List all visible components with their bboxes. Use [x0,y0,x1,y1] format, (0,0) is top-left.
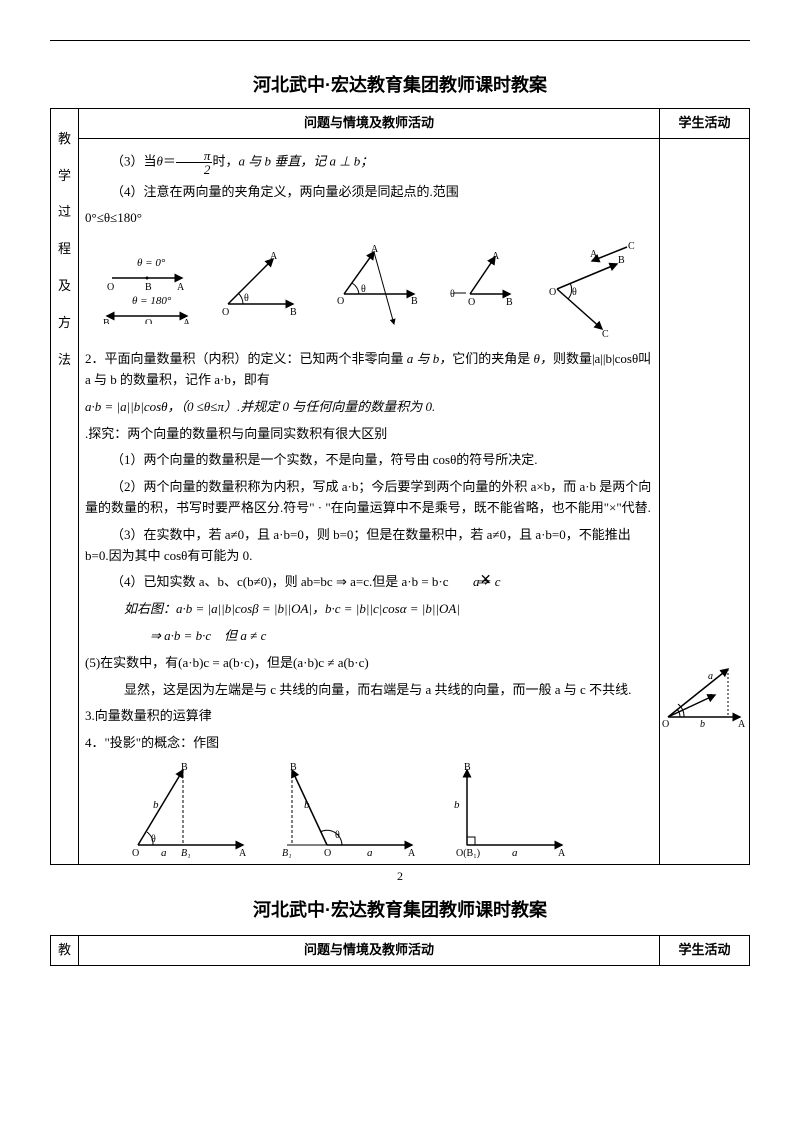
activity-content: （3）当θ＝π2时，a 与 b 垂直，记 a ⊥ b； （4）注意在两向量的夹角… [79,138,660,864]
diag-obtuse: θ O B A [319,244,429,334]
svg-text:θ = 180°: θ = 180° [132,295,172,307]
svg-text:θ: θ [335,830,340,841]
svg-text:c: c [708,691,713,702]
range-line: 0°≤θ≤180° [85,208,653,229]
svg-text:A: A [738,719,746,729]
svg-text:a: a [161,847,167,859]
svg-text:O: O [107,282,114,293]
proj-acute: θ O B B₁ A b a [123,760,253,860]
proj-obtuse: θ O B B₁ A b a [272,760,422,860]
horizontal-rule [50,40,750,41]
diag-acute: θ O B A [208,249,308,329]
col-student-header-2: 学生活动 [660,935,750,965]
sec4: 4．"投影"的概念：作图 [85,733,653,754]
svg-text:a: a [512,847,518,859]
svg-text:O: O [324,848,331,859]
svg-text:O: O [662,719,669,729]
svg-text:O: O [468,297,475,308]
svg-text:A: A [239,848,247,859]
projection-diagrams: θ O B B₁ A b a θ O B [85,760,653,860]
col-student-header: 学生活动 [660,108,750,138]
svg-text:B₁: B₁ [282,848,292,859]
para-3: （3）当θ＝π2时，a 与 b 垂直，记 a ⊥ b； [85,149,653,176]
svg-text:B: B [290,307,297,318]
col-activity-header: 问题与情境及教师活动 [79,108,660,138]
svg-text:θ: θ [151,834,156,845]
svg-text:O: O [145,318,152,324]
svg-text:B: B [411,296,418,307]
svg-text:b: b [454,799,460,811]
svg-text:B: B [290,762,297,773]
explore-4: （4）已知实数 a、b、c(b≠0)，则 ab=bc ⇒ a=c.但是 a·b … [85,572,653,593]
svg-text:A: A [492,251,500,262]
right-side-diagram: O A a c b [660,659,748,729]
col-activity-header-2: 问题与情境及教师活动 [79,935,660,965]
sec2: 2．平面向量数量积（内积）的定义：已知两个非零向量 a 与 b，它们的夹角是 θ… [85,349,653,391]
explore-3: （3）在实数中，若 a≠0，且 a·b=0，则 b=0；但是在数量积中，若 a≠… [85,525,653,567]
diag-theta-left: θ O B A [440,249,520,329]
svg-text:B₁: B₁ [181,848,191,859]
proj-right: O(B₁) B A b a [442,760,572,860]
svg-text:O: O [132,848,139,859]
svg-text:A: A [183,318,191,324]
svg-text:A: A [177,282,185,293]
svg-text:B: B [506,297,513,308]
explore-2: （2）两个向量的数量积称为内积，写成 a·b；今后要学到两个向量的外积 a×b，… [85,477,653,519]
student-activity-cell: O A a c b [660,138,750,864]
sec2-formula: a·b = |a||b|cosθ，（0 ≤θ≤π）.并规定 0 与任何向量的数量… [85,397,653,418]
doc-title: 河北武中·宏达教育集团教师课时教案 [50,71,750,100]
explore-5-exp: 显然，这是因为左端是与 c 共线的向量，而右端是与 a 共线的向量，而一般 a … [85,680,653,701]
svg-text:O: O [337,296,344,307]
diag-theta0-180: θ = 0° O B A θ = 180° B O A [97,254,197,324]
svg-text:a: a [367,847,373,859]
lesson-table-2: 教 问题与情境及教师活动 学生活动 [50,935,750,966]
svg-text:a: a [708,671,713,682]
diag-three-vec: θ O A B C C [532,239,642,339]
explore-5: (5)在实数中，有(a·b)c = a(b·c)，但是(a·b)c ≠ a(b·… [85,653,653,674]
page-number: 2 [50,867,750,886]
explore-4-fig: 如右图：a·b = |a||b|cosβ = |b||OA|，b·c = |b|… [85,599,653,620]
angle-diagrams: θ = 0° O B A θ = 180° B O A θ O B A [85,239,653,339]
svg-text:C: C [602,329,609,339]
svg-text:b: b [700,719,705,729]
lesson-table: 教学过程及方法 问题与情境及教师活动 学生活动 （3）当θ＝π2时，a 与 b … [50,108,750,865]
explore-1: （1）两个向量的数量积是一个实数，不是向量，符号由 cosθ的符号所决定. [85,450,653,471]
svg-text:B: B [464,762,471,773]
svg-text:A: A [408,848,416,859]
para-4: （4）注意在两向量的夹角定义，两向量必须是同起点的.范围 [85,182,653,203]
svg-text:O: O [222,307,229,318]
svg-text:B: B [145,282,152,293]
side-label-cell-2: 教 [51,935,79,965]
svg-text:θ: θ [361,284,366,295]
svg-text:θ = 0°: θ = 0° [137,257,166,269]
svg-text:A: A [558,848,566,859]
svg-text:θ: θ [244,293,249,304]
svg-text:A: A [371,244,379,255]
doc-title-2: 河北武中·宏达教育集团教师课时教案 [50,896,750,925]
svg-text:C: C [628,241,635,252]
svg-text:b: b [304,799,310,811]
svg-text:θ: θ [450,289,455,300]
svg-text:A: A [270,251,278,262]
svg-text:A: A [590,249,598,260]
sec3: 3.向量数量积的运算律 [85,706,653,727]
svg-text:B: B [103,318,110,324]
side-label-cell: 教学过程及方法 [51,108,79,864]
svg-text:B: B [181,762,188,773]
svg-text:B: B [618,255,625,266]
explore-4-conc: ⇒ a·b = b·c 但 a ≠ c [85,626,653,647]
svg-text:θ: θ [572,287,577,298]
svg-text:b: b [153,799,159,811]
svg-text:O: O [549,287,556,298]
svg-text:O(B₁): O(B₁) [456,848,480,859]
explore: .探究：两个向量的数量积与向量同实数积有很大区别 [85,424,653,445]
